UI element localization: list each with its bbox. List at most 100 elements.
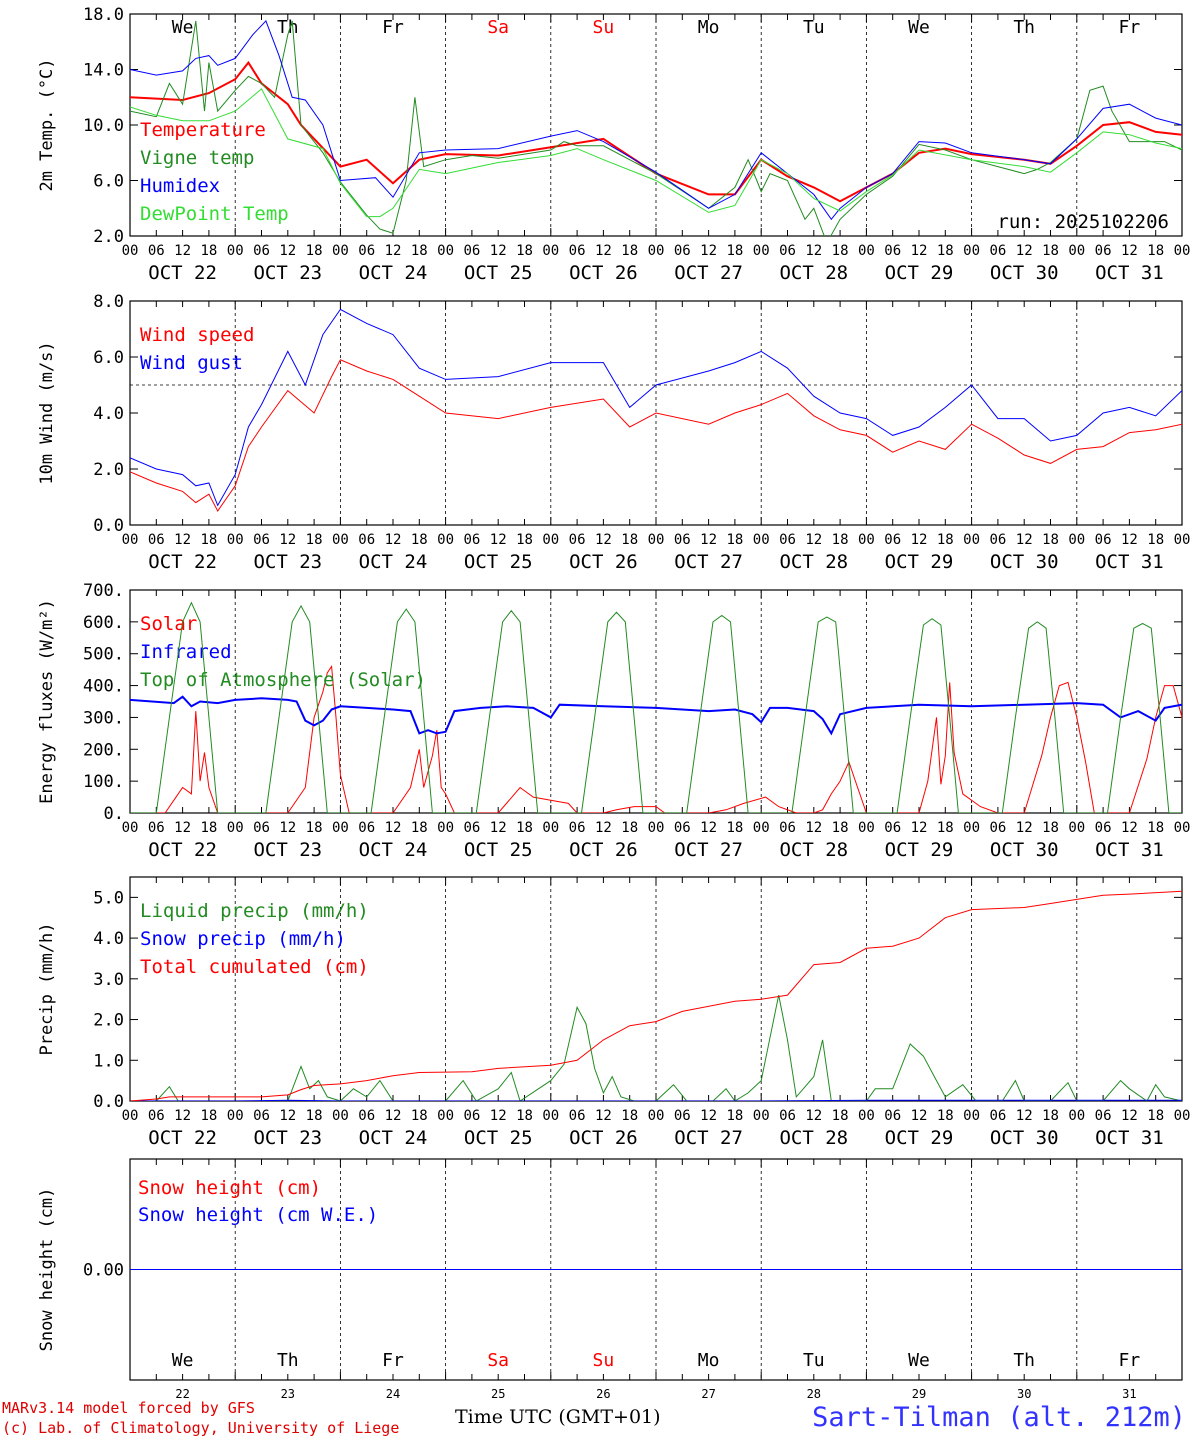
date-label: OCT 29 bbox=[885, 551, 954, 573]
y-axis-label: 2m Temp. (°C) bbox=[37, 58, 57, 191]
hour-tick-label: 18 bbox=[1042, 243, 1059, 259]
series-line-energy-1 bbox=[130, 695, 1182, 736]
y-tick-label: 200. bbox=[83, 740, 124, 760]
hour-tick-label: 00 bbox=[1068, 820, 1085, 836]
date-label: OCT 22 bbox=[148, 551, 217, 573]
date-label: OCT 25 bbox=[464, 839, 533, 861]
hour-tick-label: 12 bbox=[1016, 1108, 1033, 1124]
weekday-label: We bbox=[172, 17, 194, 38]
y-tick-label: 600. bbox=[83, 613, 124, 633]
hour-tick-label: 18 bbox=[200, 820, 217, 836]
hour-tick-label: 00 bbox=[858, 1108, 875, 1124]
hour-tick-label: 18 bbox=[726, 1108, 743, 1124]
hour-tick-label: 18 bbox=[621, 1108, 638, 1124]
hour-tick-label: 00 bbox=[122, 243, 139, 259]
hour-tick-label: 12 bbox=[385, 243, 402, 259]
date-label: OCT 31 bbox=[1095, 839, 1164, 861]
hour-tick-label: 18 bbox=[411, 820, 428, 836]
hour-tick-label: 00 bbox=[437, 532, 454, 548]
hour-tick-label: 18 bbox=[516, 243, 533, 259]
hour-tick-label: 12 bbox=[490, 820, 507, 836]
weekday-label: We bbox=[908, 17, 930, 38]
date-label: OCT 30 bbox=[990, 1127, 1059, 1149]
date-label: OCT 24 bbox=[359, 551, 428, 573]
hour-tick-label: 06 bbox=[779, 243, 796, 259]
legend-entry: Solar bbox=[140, 613, 197, 635]
hour-tick-label: 00 bbox=[1174, 532, 1191, 548]
hour-tick-label: 12 bbox=[805, 820, 822, 836]
y-tick-label: 2.0 bbox=[93, 227, 124, 247]
weekday-label: Th bbox=[277, 1350, 299, 1371]
station-label: Sart-Tilman (alt. 212m) bbox=[812, 1402, 1186, 1433]
y-tick-label: 18.0 bbox=[83, 5, 124, 25]
hour-tick-label: 12 bbox=[805, 243, 822, 259]
series-line-temp-3 bbox=[130, 88, 1182, 218]
y-axis-label: Energy fluxes (W/m²) bbox=[37, 599, 57, 804]
hour-tick-label: 12 bbox=[700, 243, 717, 259]
hour-tick-label: 06 bbox=[674, 243, 691, 259]
hour-tick-label: 12 bbox=[805, 1108, 822, 1124]
date-label: OCT 28 bbox=[779, 262, 848, 284]
hour-tick-label: 18 bbox=[306, 820, 323, 836]
hour-tick-label: 00 bbox=[648, 1108, 665, 1124]
hour-tick-label: 00 bbox=[437, 820, 454, 836]
y-tick-label: 3.0 bbox=[93, 970, 124, 990]
date-label: OCT 22 bbox=[148, 262, 217, 284]
hour-tick-label: 00 bbox=[963, 532, 980, 548]
weekday-label: Fr bbox=[382, 1350, 404, 1371]
legend-entry: Wind gust bbox=[140, 352, 243, 374]
hour-tick-label: 12 bbox=[595, 820, 612, 836]
hour-tick-label: 00 bbox=[332, 532, 349, 548]
y-tick-label: 0.0 bbox=[93, 1092, 124, 1112]
hour-tick-label: 06 bbox=[358, 820, 375, 836]
date-label: OCT 26 bbox=[569, 839, 638, 861]
hour-tick-label: 18 bbox=[516, 820, 533, 836]
weekday-label: We bbox=[172, 1350, 194, 1371]
legend-entry: Top of Atmosphere (Solar) bbox=[140, 669, 426, 691]
hour-tick-label: 06 bbox=[779, 1108, 796, 1124]
hour-tick-label: 00 bbox=[753, 243, 770, 259]
date-label: OCT 24 bbox=[359, 262, 428, 284]
date-label: OCT 23 bbox=[253, 262, 322, 284]
y-tick-label: 4.0 bbox=[93, 404, 124, 424]
y-axis-label: 10m Wind (m/s) bbox=[37, 341, 57, 484]
date-label: OCT 28 bbox=[779, 551, 848, 573]
weekday-label: Fr bbox=[1119, 17, 1141, 38]
hour-tick-label: 06 bbox=[463, 532, 480, 548]
hour-tick-label: 00 bbox=[122, 820, 139, 836]
hour-tick-label: 06 bbox=[253, 820, 270, 836]
hour-tick-label: 18 bbox=[937, 532, 954, 548]
hour-tick-label: 18 bbox=[1042, 532, 1059, 548]
hour-tick-label: 06 bbox=[569, 820, 586, 836]
hour-tick-label: 00 bbox=[753, 532, 770, 548]
hour-tick-label: 06 bbox=[148, 1108, 165, 1124]
hour-tick-label: 00 bbox=[332, 820, 349, 836]
hour-tick-label: 00 bbox=[227, 820, 244, 836]
hour-tick-label: 18 bbox=[726, 820, 743, 836]
weekday-label: Fr bbox=[1119, 1350, 1141, 1371]
date-label: OCT 31 bbox=[1095, 262, 1164, 284]
date-label: OCT 30 bbox=[990, 262, 1059, 284]
hour-tick-label: 06 bbox=[148, 820, 165, 836]
weekday-label: We bbox=[908, 1350, 930, 1371]
hour-tick-label: 00 bbox=[753, 820, 770, 836]
hour-tick-label: 06 bbox=[463, 243, 480, 259]
y-tick-label: 5.0 bbox=[93, 888, 124, 908]
hour-tick-label: 00 bbox=[437, 243, 454, 259]
y-tick-label: 2.0 bbox=[93, 460, 124, 480]
hour-tick-label: 12 bbox=[385, 532, 402, 548]
hour-tick-label: 00 bbox=[122, 532, 139, 548]
hour-tick-label: 00 bbox=[648, 243, 665, 259]
hour-tick-label: 06 bbox=[569, 1108, 586, 1124]
day-number-label: 26 bbox=[596, 1387, 610, 1401]
hour-tick-label: 12 bbox=[1121, 1108, 1138, 1124]
y-tick-label: 4.0 bbox=[93, 929, 124, 949]
y-tick-label: 8.0 bbox=[93, 292, 124, 312]
hour-tick-label: 18 bbox=[726, 532, 743, 548]
hour-tick-label: 18 bbox=[1042, 1108, 1059, 1124]
hour-tick-label: 12 bbox=[279, 243, 296, 259]
hour-tick-label: 12 bbox=[700, 532, 717, 548]
hour-tick-label: 18 bbox=[1147, 1108, 1164, 1124]
hour-tick-label: 06 bbox=[884, 820, 901, 836]
panel-precip: 0.0 1.0 2.0 3.0 4.0 5.0 Precip (mm/h) 00 06 12 18 0… bbox=[37, 876, 1190, 1149]
